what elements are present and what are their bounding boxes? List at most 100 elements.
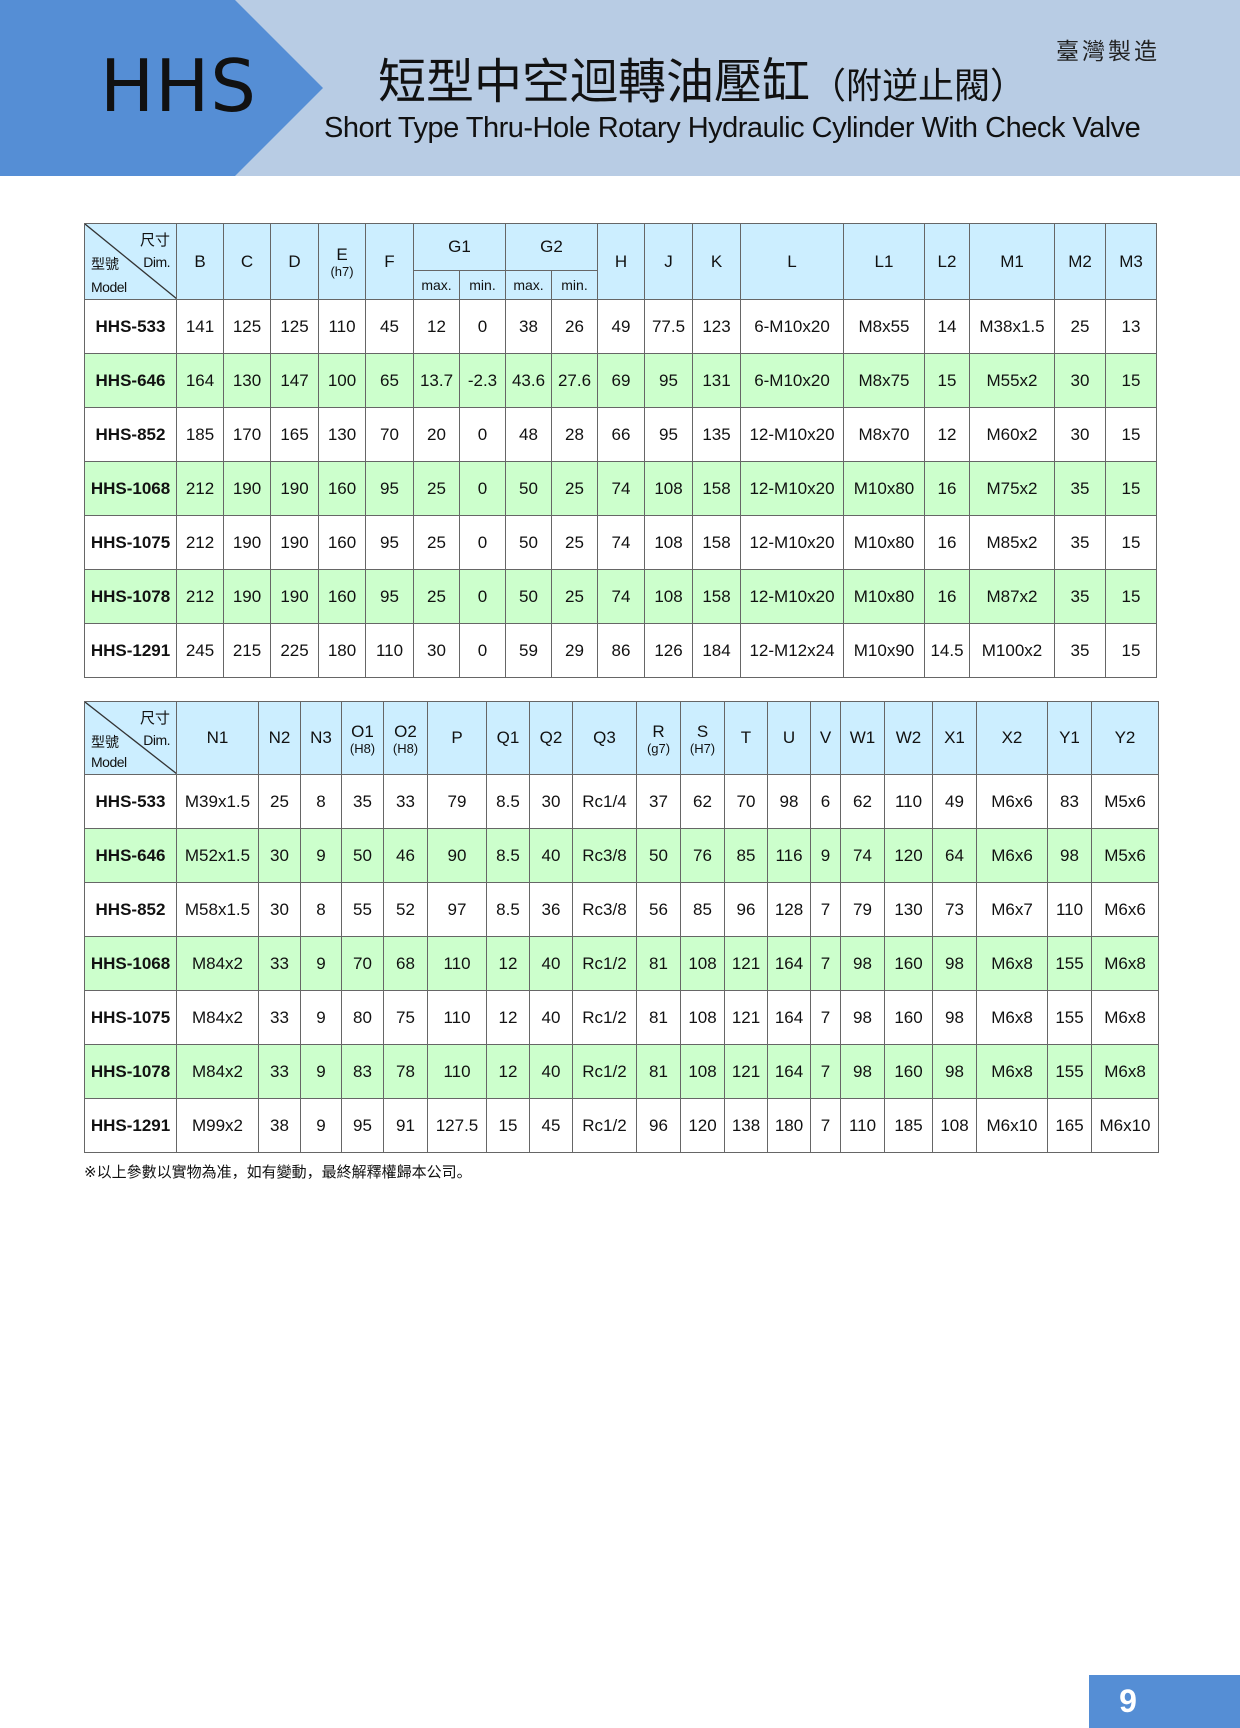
value-cell: 12	[413, 299, 460, 354]
value-cell: 33	[258, 936, 301, 991]
column-header-t: T	[724, 701, 768, 775]
table-row: HHS-646 164 130 147 100 65 13.7 -2.3 43.6 27.6 69 9…	[84, 353, 1157, 408]
value-cell: 190	[223, 515, 271, 570]
tolerance-label: (h7)	[330, 264, 354, 279]
value-cell: M6x8	[976, 936, 1048, 991]
value-cell: 12	[924, 407, 970, 462]
value-cell: M6x8	[1091, 936, 1159, 991]
value-cell: 110	[427, 990, 487, 1045]
value-cell: 98	[932, 1044, 977, 1099]
value-cell: 65	[365, 353, 414, 408]
table-row: HHS-852 M58x1.5 30 8 55 52 97 8.5 36 Rc3/8 56 85 96 1…	[84, 882, 1159, 937]
tolerance-label: (H8)	[349, 740, 376, 756]
value-cell: 95	[365, 461, 414, 516]
column-header-j: J	[644, 223, 693, 300]
value-cell: 15	[1105, 461, 1157, 516]
value-cell: 73	[932, 882, 977, 937]
value-cell: 29	[551, 623, 598, 678]
value-cell: 62	[840, 774, 885, 829]
value-cell: 120	[884, 828, 933, 883]
column-header-label: F	[384, 251, 395, 271]
value-cell: 33	[258, 990, 301, 1045]
made-in-label: 臺灣製造	[1056, 38, 1160, 64]
value-cell: 35	[1054, 461, 1106, 516]
value-cell: 74	[597, 515, 645, 570]
value-cell: M6x10	[1091, 1098, 1159, 1153]
value-cell: 185	[176, 407, 224, 462]
value-cell: 158	[692, 461, 741, 516]
value-cell: 123	[692, 299, 741, 354]
column-header-label: P	[451, 728, 463, 747]
value-cell: 185	[884, 1098, 933, 1153]
table-row: HHS-1078 212 190 190 160 95 25 0 50 25 74 108 158 12-…	[84, 569, 1157, 624]
value-cell: 155	[1047, 990, 1092, 1045]
value-cell: 160	[884, 936, 933, 991]
value-cell: M55x2	[969, 353, 1055, 408]
column-header-label: Q3	[593, 728, 616, 747]
value-cell: 77.5	[644, 299, 693, 354]
value-cell: M6x8	[1091, 1044, 1159, 1099]
column-header-l: L	[740, 223, 844, 300]
value-cell: 180	[767, 1098, 811, 1153]
tolerance-label: (H7)	[689, 740, 716, 756]
value-cell: M8x55	[843, 299, 925, 354]
column-header-n1: N1	[176, 701, 259, 775]
value-cell: 160	[884, 1044, 933, 1099]
sub-header-max: max.	[505, 270, 552, 300]
column-header-label: H	[614, 251, 628, 271]
value-cell: 126	[644, 623, 693, 678]
column-header-e: E (h7)	[318, 223, 366, 300]
value-cell: 108	[680, 990, 725, 1045]
column-header-label: M2	[1068, 251, 1092, 271]
value-cell: 7	[810, 990, 841, 1045]
value-cell: 74	[597, 461, 645, 516]
value-cell: M84x2	[176, 990, 259, 1045]
value-cell: 25	[258, 774, 301, 829]
value-cell: 125	[223, 299, 271, 354]
table-row: HHS-533 M39x1.5 25 8 35 33 79 8.5 30 Rc1/4 37 62 70 9…	[84, 774, 1159, 829]
value-cell: 225	[270, 623, 319, 678]
column-header-label: X1	[944, 728, 965, 747]
value-cell: 15	[1105, 515, 1157, 570]
value-cell: 25	[413, 515, 460, 570]
column-header-c: C	[223, 223, 271, 300]
value-cell: 13.7	[413, 353, 460, 408]
value-cell: 190	[270, 515, 319, 570]
page-number-box: 9	[1089, 1675, 1240, 1728]
value-cell: M6x8	[1091, 990, 1159, 1045]
value-cell: M10x80	[843, 515, 925, 570]
value-cell: M8x70	[843, 407, 925, 462]
value-cell: 35	[1054, 569, 1106, 624]
value-cell: 74	[840, 828, 885, 883]
value-cell: 0	[459, 623, 506, 678]
column-header-o1: O1 (H8)	[341, 701, 384, 775]
value-cell: 33	[258, 1044, 301, 1099]
value-cell: 95	[644, 407, 693, 462]
value-cell: 30	[413, 623, 460, 678]
value-cell: 30	[1054, 407, 1106, 462]
value-cell: 155	[1047, 1044, 1092, 1099]
model-cell: HHS-852	[84, 882, 177, 937]
value-cell: 98	[767, 774, 811, 829]
value-cell: 6-M10x20	[740, 353, 844, 408]
value-cell: 110	[427, 936, 487, 991]
value-cell: 78	[383, 1044, 428, 1099]
value-cell: 110	[884, 774, 933, 829]
model-zh-label: 型號	[91, 256, 119, 272]
value-cell: 50	[341, 828, 384, 883]
value-cell: 8	[300, 774, 342, 829]
value-cell: 14.5	[924, 623, 970, 678]
value-cell: 79	[840, 882, 885, 937]
value-cell: 110	[840, 1098, 885, 1153]
value-cell: 0	[459, 461, 506, 516]
table-row: HHS-1291 M99x2 38 9 95 91 127.5 15 45 Rc1/2 96 120 1…	[84, 1098, 1159, 1153]
value-cell: 50	[636, 828, 681, 883]
value-cell: M10x80	[843, 569, 925, 624]
model-en-label: Model	[91, 279, 127, 295]
column-header-n3: N3	[300, 701, 342, 775]
value-cell: 66	[597, 407, 645, 462]
column-header-w1: W1	[840, 701, 885, 775]
value-cell: 121	[724, 936, 768, 991]
value-cell: 160	[884, 990, 933, 1045]
spec-table-1: 尺寸 型號 Dim. Model B C D E (h7) F G1 G2 H J K L L1 L2 M1 M2 M3…	[84, 223, 1157, 678]
